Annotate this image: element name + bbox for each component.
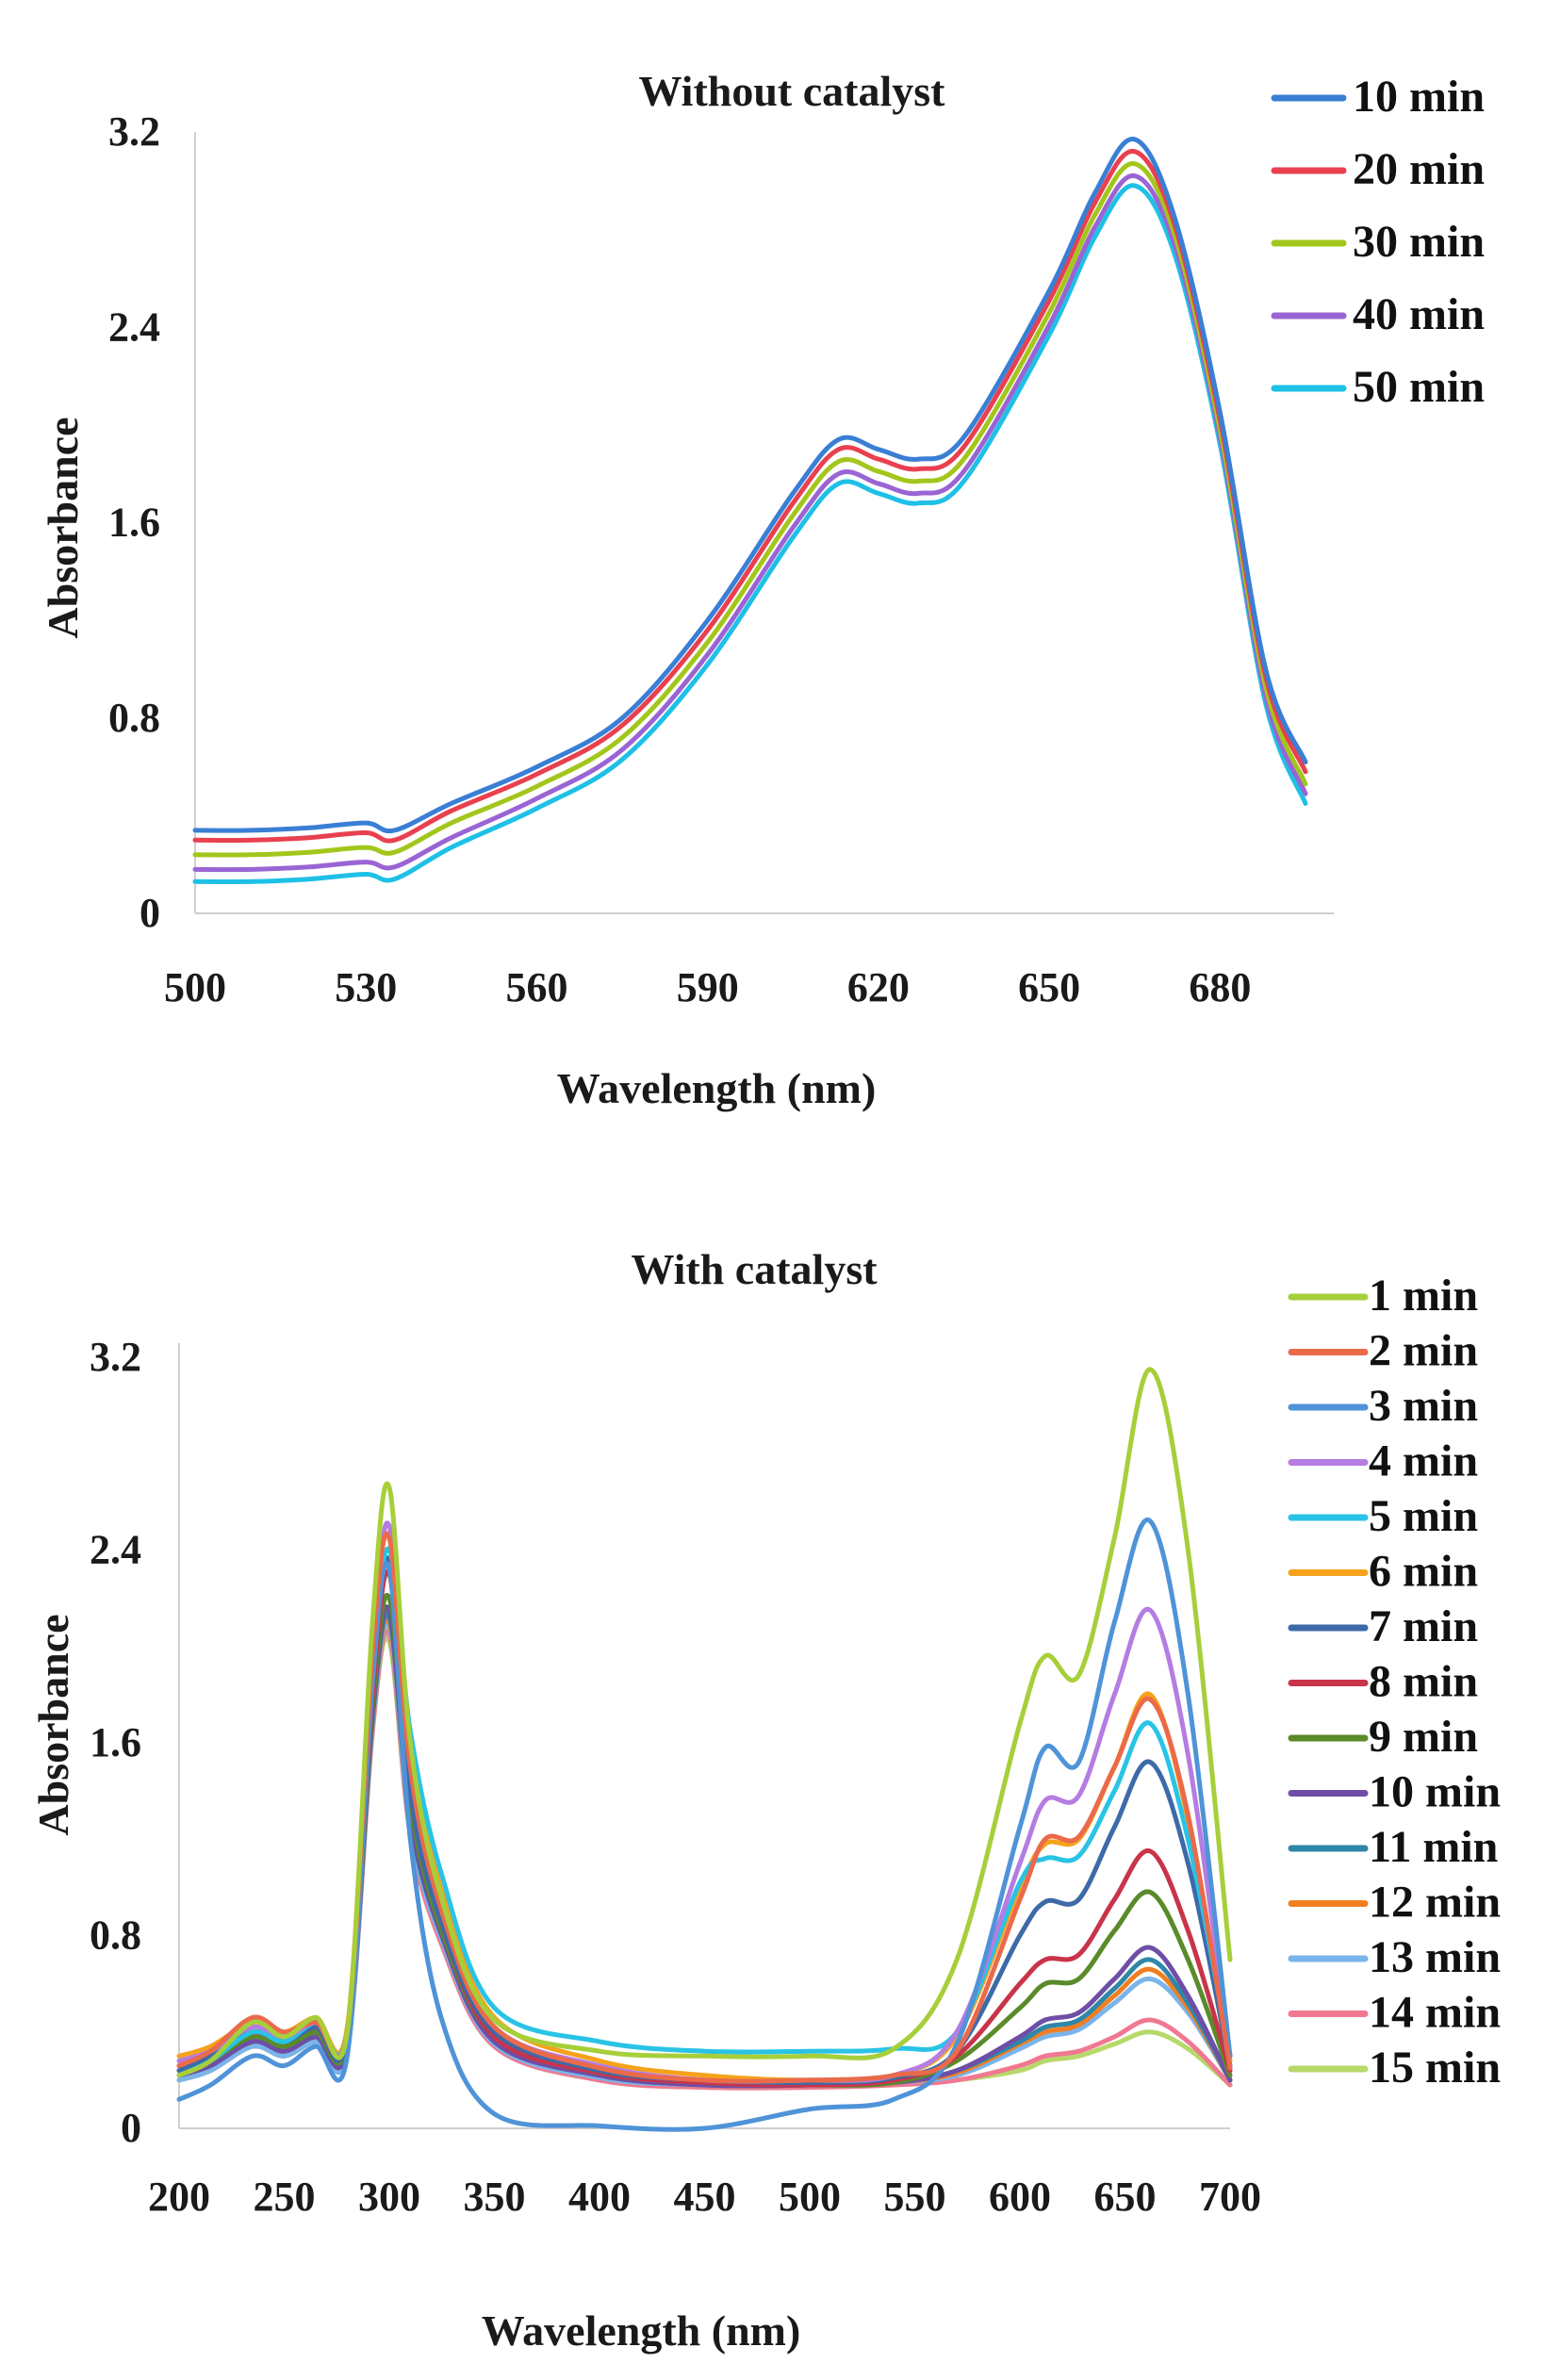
series-line-8-min xyxy=(176,1569,1233,2088)
x-tick-label: 400 xyxy=(568,2174,631,2220)
legend-label: 14 min xyxy=(1369,1988,1501,2038)
series-lines xyxy=(192,137,1308,885)
x-tick-label: 500 xyxy=(164,964,226,1010)
series-line-1-min xyxy=(176,1367,1233,2078)
series-line-4-min xyxy=(176,1520,1233,2084)
legend-label: 5 min xyxy=(1369,1491,1478,1541)
y-tick-label: 0.8 xyxy=(108,695,160,741)
legend-label: 50 min xyxy=(1353,362,1485,412)
y-tick-label: 3.2 xyxy=(108,108,160,155)
y-axis-label: Absorbance xyxy=(29,1614,77,1835)
y-tick-label: 3.2 xyxy=(90,1334,141,1380)
x-tick-label: 560 xyxy=(505,964,567,1010)
y-tick-label: 2.4 xyxy=(108,304,160,350)
legend: 10 min 20 min 30 min 40 min 50 min xyxy=(1271,72,1485,412)
x-tick-labels: 200 250 300 350 400 450 500 550 600 650 700 xyxy=(148,2174,1261,2220)
series-line-2-min xyxy=(176,1531,1233,2084)
y-tick-label: 1.6 xyxy=(108,500,160,546)
y-tick-label: 0 xyxy=(121,2105,141,2151)
legend-label: 11 min xyxy=(1369,1822,1498,1872)
x-tick-label: 530 xyxy=(335,964,397,1010)
legend-label: 7 min xyxy=(1369,1601,1478,1651)
series-lines xyxy=(176,1367,1233,2132)
x-tick-label: 700 xyxy=(1199,2174,1261,2220)
series-line-6-min xyxy=(176,1531,1233,2083)
y-tick-label: 2.4 xyxy=(90,1527,141,1573)
x-tick-label: 300 xyxy=(358,2174,420,2220)
x-tick-label: 200 xyxy=(148,2174,210,2220)
legend-label: 10 min xyxy=(1369,1767,1501,1817)
legend-label: 13 min xyxy=(1369,1932,1501,1982)
legend-label: 40 min xyxy=(1353,289,1485,339)
legend-label: 15 min xyxy=(1369,2043,1501,2093)
series-line-10-min xyxy=(192,137,1308,834)
x-tick-label: 590 xyxy=(677,964,739,1010)
legend-label: 4 min xyxy=(1369,1436,1478,1486)
y-tick-label: 0 xyxy=(140,890,160,936)
y-tick-labels: 0 0.8 1.6 2.4 3.2 xyxy=(108,108,160,936)
x-tick-label: 550 xyxy=(884,2174,946,2220)
series-line-20-min xyxy=(192,149,1308,844)
x-tick-labels: 500 530 560 590 620 650 680 xyxy=(164,964,1251,1010)
legend-label: 2 min xyxy=(1369,1326,1478,1376)
y-tick-label: 1.6 xyxy=(90,1719,141,1765)
series-line-3-min xyxy=(176,1517,1233,2132)
y-axis-label: Absorbance xyxy=(39,417,87,638)
legend-label: 30 min xyxy=(1353,217,1485,267)
chart-title: Without catalyst xyxy=(639,67,946,115)
legend-label: 8 min xyxy=(1369,1657,1478,1707)
legend-label: 10 min xyxy=(1353,72,1485,122)
y-tick-label: 0.8 xyxy=(90,1912,141,1959)
x-tick-label: 650 xyxy=(1094,2174,1157,2220)
chart-with-catalyst: With catalyst Wavelength (nm) Absorbance… xyxy=(29,1245,1501,2355)
chart-title: With catalyst xyxy=(631,1245,878,1293)
series-line-5-min xyxy=(176,1546,1233,2078)
series-line-40-min xyxy=(192,173,1308,873)
x-tick-label: 350 xyxy=(464,2174,526,2220)
legend-label: 20 min xyxy=(1353,144,1485,194)
x-tick-label: 250 xyxy=(254,2174,316,2220)
x-axis-label: Wavelength (nm) xyxy=(557,1064,877,1112)
series-line-50-min xyxy=(192,183,1308,885)
x-tick-label: 680 xyxy=(1189,964,1251,1010)
legend-label: 6 min xyxy=(1369,1547,1478,1597)
series-line-7-min xyxy=(176,1555,1233,2086)
series-line-30-min xyxy=(192,161,1308,858)
legend-label: 1 min xyxy=(1369,1271,1478,1321)
y-tick-labels: 0 0.8 1.6 2.4 3.2 xyxy=(90,1334,141,2151)
x-tick-label: 450 xyxy=(674,2174,736,2220)
x-tick-label: 500 xyxy=(779,2174,841,2220)
x-tick-label: 600 xyxy=(989,2174,1051,2220)
x-axis-label: Wavelength (nm) xyxy=(482,2306,801,2355)
legend-label: 3 min xyxy=(1369,1381,1478,1431)
x-tick-label: 650 xyxy=(1018,964,1080,1010)
chart-without-catalyst: Without catalyst Wavelength (nm) Absorba… xyxy=(39,67,1485,1112)
legend-label: 9 min xyxy=(1369,1712,1478,1762)
x-tick-label: 620 xyxy=(847,964,910,1010)
legend-label: 12 min xyxy=(1369,1878,1501,1928)
